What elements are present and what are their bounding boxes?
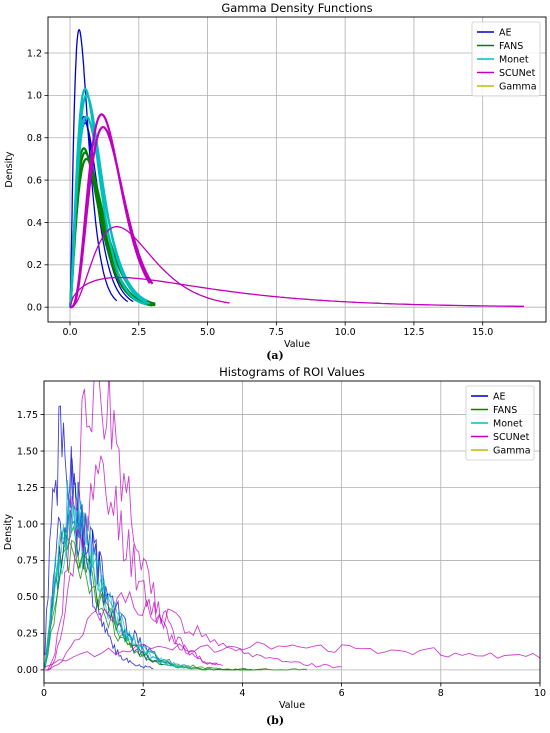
y-tick-label-0: 0.00 xyxy=(17,665,38,676)
y-tick-label-5: 1.0 xyxy=(27,91,42,102)
y-tick-label-3: 0.75 xyxy=(17,556,38,567)
x-tick-label-4: 10.0 xyxy=(335,327,356,338)
x-tick-label-3: 7.5 xyxy=(269,327,284,338)
series-monet-hist-2 xyxy=(44,502,184,669)
y-tick-label-4: 1.00 xyxy=(17,519,38,530)
plot-frame xyxy=(43,380,541,684)
series-ae-hist-2 xyxy=(44,504,174,667)
y-axis-label: Density xyxy=(4,151,15,187)
series-monet-curve-2 xyxy=(68,115,148,308)
plot-area xyxy=(44,381,540,671)
series-fans-hist-2 xyxy=(44,539,253,671)
x-tick-label-0: 0.0 xyxy=(62,327,77,338)
series-scunet-curve-3 xyxy=(69,276,524,308)
y-tick-label-2: 0.50 xyxy=(17,592,38,603)
series-fans-curve-1 xyxy=(68,151,156,308)
legend-label-monet: Monet xyxy=(499,54,529,65)
x-tick-label-5: 12.5 xyxy=(403,327,424,338)
legend-label-ae: AE xyxy=(493,391,506,402)
x-tick-label-5: 10 xyxy=(534,688,546,699)
series-scunet-hist-3 xyxy=(44,641,540,668)
caption-b: (b) xyxy=(265,714,285,727)
x-tick-label-3: 6 xyxy=(339,688,345,699)
chart-roi-histograms: 0 2 4 6 8 10 0.00 0.25 0.50 0.75 1.00 1.25 1.50 1.75 H… xyxy=(3,366,546,711)
x-tick-label-6: 15.0 xyxy=(472,327,493,338)
series-ae-curve-0 xyxy=(69,28,118,308)
legend-label-gamma: Gamma xyxy=(493,445,531,456)
series-monet-curve-0 xyxy=(68,88,148,308)
series-scunet-curve-1 xyxy=(70,125,154,309)
legend-label-scunet: SCUNet xyxy=(493,432,530,443)
y-tick-label-1: 0.25 xyxy=(17,629,38,640)
plot-frame xyxy=(47,16,547,323)
legend-label-scunet: SCUNet xyxy=(499,68,536,79)
legend-box xyxy=(471,21,541,97)
x-tick-label-2: 5.0 xyxy=(200,327,215,338)
x-tick-label-1: 2 xyxy=(140,688,146,699)
y-tick-label-3: 0.6 xyxy=(27,175,42,186)
x-tick-label-2: 4 xyxy=(239,688,245,699)
chart-gamma-density: 0.0 2.5 5.0 7.5 10.0 12.5 15.0 0.0 0.2 0.4 0.6 0.8 1… xyxy=(4,1,547,350)
legend-label-gamma: Gamma xyxy=(499,81,537,92)
x-axis-label: Value xyxy=(279,700,305,711)
x-tick-label-1: 2.5 xyxy=(131,327,146,338)
chart-title: Histograms of ROI Values xyxy=(219,366,365,379)
y-tick-label-7: 1.75 xyxy=(17,410,38,421)
y-tick-label-5: 1.25 xyxy=(17,483,38,494)
plot-area xyxy=(68,28,524,309)
legend-label-fans: FANS xyxy=(499,41,523,52)
series-scunet-hist-1 xyxy=(45,455,223,671)
x-tick-label-4: 8 xyxy=(438,688,444,699)
y-tick-label-6: 1.50 xyxy=(17,446,38,457)
legend-box xyxy=(465,385,535,461)
x-tick-label-0: 0 xyxy=(41,688,47,699)
series-scunet-hist-0 xyxy=(45,381,218,671)
y-tick-label-6: 1.2 xyxy=(27,48,42,59)
series-scunet-hist-2 xyxy=(45,590,342,671)
caption-a: (a) xyxy=(266,349,284,362)
y-tick-label-1: 0.2 xyxy=(27,260,42,271)
series-monet-hist-0 xyxy=(44,479,188,669)
series-fans-hist-0 xyxy=(44,525,268,671)
series-ae-hist-0 xyxy=(44,405,154,670)
chart-title: Gamma Density Functions xyxy=(221,1,372,15)
legend-label-ae: AE xyxy=(499,27,512,38)
series-ae-hist-1 xyxy=(44,458,164,669)
legend-label-monet: Monet xyxy=(493,418,523,429)
series-scunet-curve-2 xyxy=(69,226,230,308)
legend-label-fans: FANS xyxy=(493,405,517,416)
y-tick-label-4: 0.8 xyxy=(27,133,42,144)
y-tick-label-2: 0.4 xyxy=(27,218,42,229)
y-axis-label: Density xyxy=(3,514,14,550)
y-tick-label-0: 0.0 xyxy=(27,302,42,313)
x-axis-label: Value xyxy=(284,339,310,350)
